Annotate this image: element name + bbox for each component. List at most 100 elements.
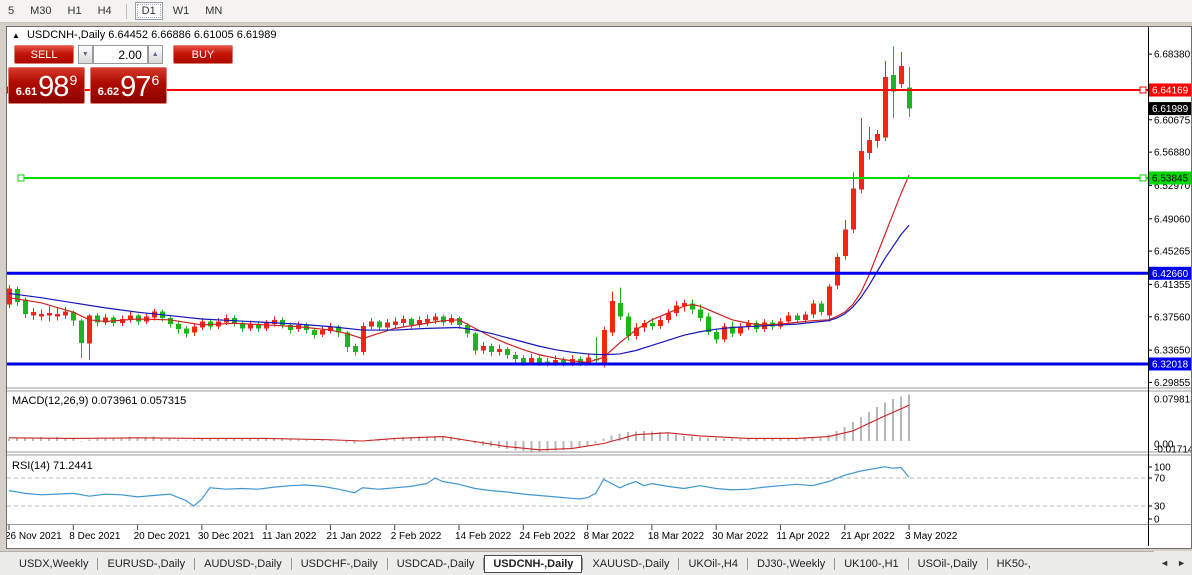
svg-text:6.42660: 6.42660 [1152,269,1189,280]
tab-separator [834,557,836,570]
ma-slow-line [8,224,910,356]
svg-text:6.32018: 6.32018 [1152,359,1189,370]
date-tick-label: 2 Feb 2022 [391,531,442,542]
timeframe-button-5[interactable]: 5 [8,5,15,17]
chart-tab[interactable]: USDCNH-,Daily [484,554,583,573]
tab-separator [386,557,388,570]
rsi-line [8,466,910,507]
chart-tab[interactable]: USOil-,Daily [917,557,978,570]
date-axis: 26 Nov 2021 8 Dec 2021 20 Dec 2021 30 Dec 2… [7,525,958,542]
price-tick-label: 6.33650 [1154,346,1191,357]
chart-tab[interactable]: EURUSD-,Daily [107,557,186,570]
symbol-tab-bar: USDX,Weekly EURUSD-,Daily AUDUSD-,Daily USD… [0,551,1192,575]
date-tick-label: 30 Dec 2021 [198,531,255,542]
timeframe-button-mn[interactable]: MN [205,5,223,17]
timeframe-button-d1[interactable]: D1 [134,2,163,20]
sell-price-small: 6.61 [15,86,38,98]
tab-separator [290,557,292,570]
line-handle [17,174,25,182]
tab-separator [194,557,196,570]
collapse-triangle-icon[interactable]: ▲ [12,31,20,40]
price-badge: 6.42660 [1149,266,1191,280]
rsi-label: RSI(14) 71.2441 [12,460,93,472]
macd-tick-label: 0.079813 [1154,395,1191,406]
buy-price-box[interactable]: 6.62 97 6 [90,67,167,104]
rsi-tick-label: 100 [1154,463,1171,474]
sell-price-sup: 9 [69,72,78,88]
date-tick-label: 11 Apr 2022 [776,531,830,542]
rsi-tick-label: 30 [1154,502,1166,513]
macd-signal-line [8,404,910,451]
chart-tab[interactable]: HK50-, [996,557,1031,570]
chart-canvas[interactable]: 6.68380 6.60675 6.56880 6.52970 6.49060 6.452… [7,27,1191,546]
price-tick-label: 6.68380 [1154,50,1191,61]
date-tick-label: 30 Mar 2022 [712,531,769,542]
toolbar-separator [125,3,127,19]
buy-price-big: 97 [120,71,151,103]
svg-text:6.61989: 6.61989 [1152,104,1189,115]
svg-text:6.64169: 6.64169 [1152,86,1189,97]
macd-tick-label: -0.017144 [1154,445,1191,456]
chart-symbol-label: USDCNH-,Daily [26,29,106,41]
timeframe-button-h1[interactable]: H1 [67,5,82,17]
tab-separator [986,557,988,570]
timeframe-button-h4[interactable]: H4 [97,5,112,17]
chart-window: 6.68380 6.60675 6.56880 6.52970 6.49060 6.452… [6,26,1192,549]
price-badge: 6.64169 [1149,83,1191,97]
tab-scroll-left-icon[interactable]: ◄ [1160,558,1170,568]
chart-tab[interactable]: UK100-,H1 [844,557,899,570]
date-tick-label: 21 Apr 2022 [841,531,895,542]
chart-tab[interactable]: USDX,Weekly [19,557,89,570]
tab-scroll-right-icon[interactable]: ► [1177,558,1186,568]
timeframe-button-m30[interactable]: M30 [30,5,52,17]
macd-label: MACD(12,26,9) 0.073961 0.057315 [12,395,186,407]
timeframe-button-w1[interactable]: W1 [172,5,190,17]
volume-increase-button[interactable]: ▲ [147,45,163,64]
sell-price-big: 98 [38,71,69,103]
price-badge: 6.32018 [1149,357,1191,371]
tab-separator [483,557,485,570]
date-tick-label: 14 Feb 2022 [455,531,512,542]
rsi-tick-label: 70 [1154,474,1166,485]
one-click-trading-panel: SELL ▼ ▲ BUY 6.61 98 9 6.62 97 6 [8,45,233,104]
chart-tab[interactable]: USDCAD-,Daily [396,557,475,570]
date-tick-label: 21 Jan 2022 [326,531,381,542]
tab-scroll-arrows: ◄ ► [1154,551,1192,575]
price-tick-label: 6.29855 [1154,378,1191,389]
volume-input[interactable] [92,45,148,64]
price-tick-label: 6.41355 [1154,280,1191,291]
volume-decrease-button[interactable]: ▼ [77,45,93,64]
chart-tab[interactable]: AUDUSD-,Daily [204,557,282,570]
tab-separator [97,557,99,570]
chart-title: ▲ USDCNH-,Daily 6.64452 6.66886 6.61005 … [12,29,277,41]
price-axis: 6.68380 6.60675 6.56880 6.52970 6.49060 6.452… [1148,50,1191,389]
price-badge: 6.61989 [1149,102,1191,116]
price-tick-label: 6.60675 [1154,115,1191,126]
sell-button[interactable]: SELL [14,45,75,64]
price-tick-label: 6.37560 [1154,312,1191,323]
buy-price-sup: 6 [151,72,160,88]
tab-separator [582,557,584,570]
date-tick-label: 20 Dec 2021 [134,531,191,542]
price-tick-label: 6.45265 [1154,247,1191,258]
buy-price-small: 6.62 [97,86,120,98]
timeframe-toolbar: 5 M30 H1 H4 D1 W1 MN [0,0,1192,23]
tab-separator [746,557,748,570]
chart-tab[interactable]: XAUUSD-,Daily [592,557,670,570]
candles [7,46,912,368]
buy-button[interactable]: BUY [172,45,233,64]
rsi-tick-label: 0 [1154,515,1160,526]
line-handle [1139,86,1147,94]
tab-separator [907,557,909,570]
chart-tab[interactable]: UKOil-,H4 [688,557,738,570]
price-badge: 6.53845 [1149,171,1191,185]
date-tick-label: 24 Feb 2022 [519,531,576,542]
price-tick-label: 6.52970 [1154,181,1191,192]
chart-tab[interactable]: DJ30-,Weekly [756,557,826,570]
price-tick-label: 6.49060 [1154,214,1191,225]
chart-tab[interactable]: USDCHF-,Daily [300,557,378,570]
tab-separator [678,557,680,570]
date-tick-label: 26 Nov 2021 [7,531,62,542]
sell-price-box[interactable]: 6.61 98 9 [8,67,85,104]
hline-green-support[interactable] [17,174,1148,182]
